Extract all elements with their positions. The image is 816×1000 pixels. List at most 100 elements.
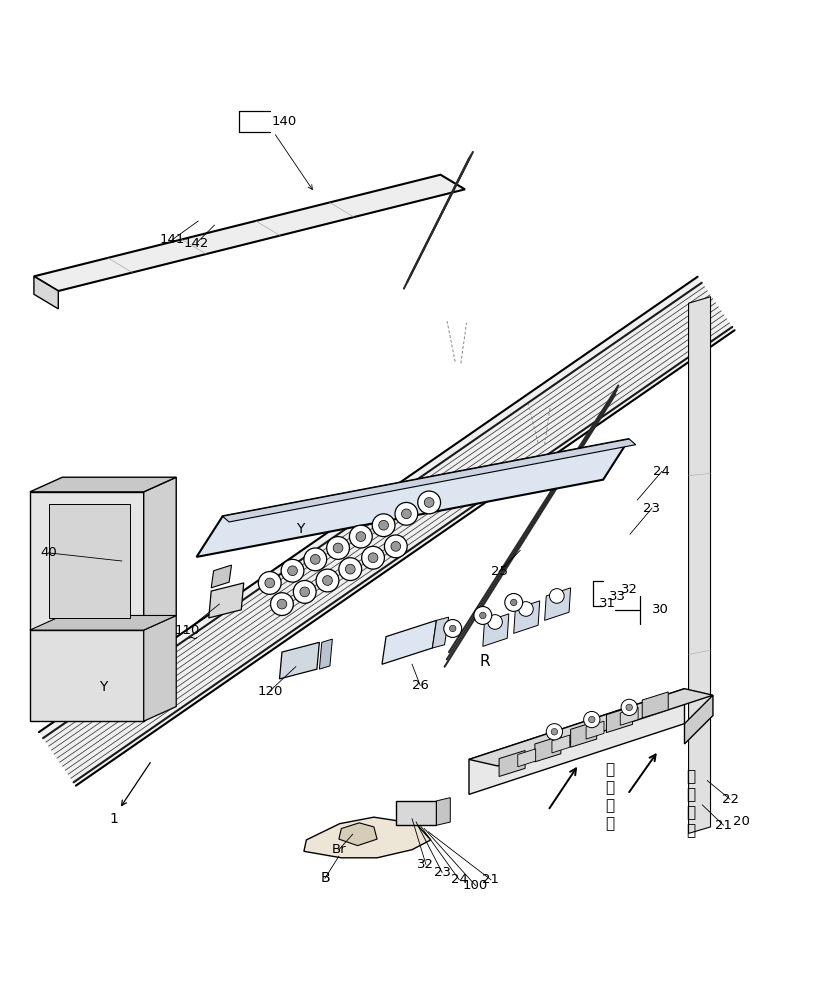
Circle shape xyxy=(519,602,533,616)
Circle shape xyxy=(379,520,388,530)
Text: 120: 120 xyxy=(257,685,282,698)
Circle shape xyxy=(549,589,564,603)
Circle shape xyxy=(277,599,287,609)
Polygon shape xyxy=(432,617,449,648)
Text: 30: 30 xyxy=(652,603,669,616)
Polygon shape xyxy=(552,735,570,753)
Circle shape xyxy=(450,625,456,632)
Text: 26: 26 xyxy=(412,679,428,692)
Circle shape xyxy=(626,704,632,711)
Polygon shape xyxy=(49,504,130,618)
Polygon shape xyxy=(483,614,509,646)
Text: 向: 向 xyxy=(605,816,614,831)
Circle shape xyxy=(505,594,523,611)
Text: 140: 140 xyxy=(272,115,297,128)
Text: 20: 20 xyxy=(733,815,750,828)
Text: 100: 100 xyxy=(463,879,488,892)
Circle shape xyxy=(304,548,326,571)
Polygon shape xyxy=(39,277,734,786)
Text: 向: 向 xyxy=(686,823,695,838)
Polygon shape xyxy=(586,721,604,739)
Text: 方: 方 xyxy=(605,798,614,813)
Polygon shape xyxy=(606,707,632,733)
Text: 23: 23 xyxy=(644,502,660,515)
Polygon shape xyxy=(30,492,144,630)
Polygon shape xyxy=(34,175,465,291)
Circle shape xyxy=(368,553,378,563)
Polygon shape xyxy=(34,276,58,309)
Text: 21: 21 xyxy=(715,819,732,832)
Circle shape xyxy=(588,716,595,723)
Polygon shape xyxy=(570,721,596,747)
Circle shape xyxy=(299,587,309,597)
Text: 142: 142 xyxy=(184,237,209,250)
Polygon shape xyxy=(339,823,377,846)
Circle shape xyxy=(333,543,343,553)
Circle shape xyxy=(583,711,600,728)
Circle shape xyxy=(480,612,486,619)
Polygon shape xyxy=(30,615,176,630)
Circle shape xyxy=(259,572,282,594)
Circle shape xyxy=(391,541,401,551)
Text: 度: 度 xyxy=(686,787,695,802)
Circle shape xyxy=(444,620,462,637)
Polygon shape xyxy=(197,439,629,557)
Circle shape xyxy=(424,498,434,507)
Polygon shape xyxy=(280,642,319,679)
Polygon shape xyxy=(304,817,431,858)
Polygon shape xyxy=(469,689,685,794)
Text: ~: ~ xyxy=(187,632,197,645)
Circle shape xyxy=(349,525,372,548)
Polygon shape xyxy=(689,297,711,833)
Text: B: B xyxy=(320,871,330,885)
Text: R: R xyxy=(480,654,490,669)
Text: 1: 1 xyxy=(109,812,118,826)
Circle shape xyxy=(474,607,492,624)
Circle shape xyxy=(293,581,316,603)
Circle shape xyxy=(551,729,557,735)
Text: 長: 長 xyxy=(605,762,614,777)
Polygon shape xyxy=(209,583,244,618)
Circle shape xyxy=(265,578,275,588)
Text: 方: 方 xyxy=(686,805,695,820)
Circle shape xyxy=(361,546,384,569)
Polygon shape xyxy=(499,750,526,776)
Text: 21: 21 xyxy=(482,873,499,886)
Circle shape xyxy=(339,558,361,581)
Polygon shape xyxy=(144,477,176,630)
Circle shape xyxy=(488,615,503,629)
Circle shape xyxy=(511,599,517,606)
Text: Br: Br xyxy=(331,843,346,856)
Circle shape xyxy=(316,569,339,592)
Circle shape xyxy=(271,593,293,615)
Circle shape xyxy=(418,491,441,514)
Text: 24: 24 xyxy=(450,873,468,886)
Text: 40: 40 xyxy=(40,546,57,559)
Text: 110: 110 xyxy=(174,624,199,637)
Polygon shape xyxy=(319,639,332,669)
Circle shape xyxy=(372,514,395,537)
Circle shape xyxy=(345,564,355,574)
Circle shape xyxy=(384,535,407,558)
Polygon shape xyxy=(30,477,176,492)
Polygon shape xyxy=(469,689,713,766)
Polygon shape xyxy=(685,695,713,744)
Polygon shape xyxy=(30,630,144,721)
Text: 22: 22 xyxy=(721,793,738,806)
Polygon shape xyxy=(620,707,638,725)
Text: 141: 141 xyxy=(159,233,185,246)
Polygon shape xyxy=(544,588,570,620)
Text: 32: 32 xyxy=(418,858,434,871)
Text: 31: 31 xyxy=(599,597,616,610)
Polygon shape xyxy=(144,615,176,721)
Text: 33: 33 xyxy=(610,590,627,603)
Polygon shape xyxy=(382,620,437,664)
Circle shape xyxy=(326,537,349,559)
Text: 24: 24 xyxy=(654,465,670,478)
Circle shape xyxy=(322,576,332,585)
Text: 25: 25 xyxy=(490,565,508,578)
Polygon shape xyxy=(518,749,535,767)
Text: Y: Y xyxy=(296,522,305,536)
Polygon shape xyxy=(534,736,561,762)
Polygon shape xyxy=(396,801,437,825)
